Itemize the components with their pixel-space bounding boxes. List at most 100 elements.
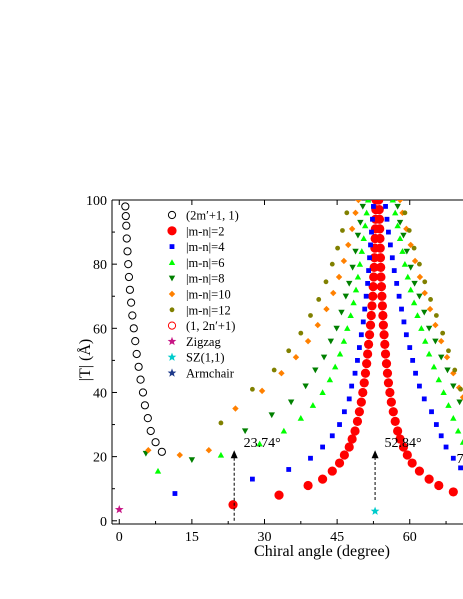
axes: 0 15 30 45 60 0 20 40 60 80 100 — [86, 194, 447, 545]
data-point — [440, 389, 447, 396]
data-point — [383, 204, 388, 209]
data-point — [394, 203, 401, 210]
data-point — [416, 293, 423, 300]
series-2 — [172, 204, 463, 496]
data-point — [355, 200, 362, 204]
data-point — [411, 245, 417, 251]
plot-frame — [111, 199, 463, 525]
x-tick-label: 15 — [185, 530, 199, 545]
data-point — [389, 200, 396, 203]
data-point — [323, 305, 330, 313]
data-point — [445, 402, 452, 408]
data-point — [280, 427, 288, 434]
data-point — [400, 232, 407, 239]
data-point — [347, 312, 354, 319]
data-point — [369, 229, 374, 235]
data-point — [362, 306, 368, 312]
legend-label: SZ(1,1) — [186, 351, 225, 365]
data-point — [303, 480, 313, 491]
data-point — [458, 465, 463, 471]
data-point — [385, 387, 395, 398]
data-point — [369, 272, 379, 282]
data-point — [377, 301, 387, 311]
data-point — [432, 321, 439, 329]
data-point — [309, 402, 317, 408]
legend-marker — [167, 210, 177, 220]
y-tick-label: 0 — [100, 515, 107, 530]
data-point — [407, 345, 413, 350]
data-point — [399, 306, 404, 312]
series-0 — [121, 202, 166, 456]
data-point — [352, 248, 359, 255]
data-point — [379, 330, 389, 340]
data-point — [127, 298, 136, 307]
data-point — [391, 268, 397, 273]
y-axis-title: |T| (Å) — [76, 339, 94, 381]
data-point — [131, 337, 140, 346]
data-point — [394, 281, 400, 286]
data-point — [396, 293, 402, 299]
data-point — [432, 338, 439, 345]
y-tick-label: 60 — [93, 322, 107, 337]
data-point — [320, 354, 328, 361]
data-point — [388, 407, 398, 417]
data-point — [341, 409, 347, 415]
series-1 — [228, 200, 458, 510]
data-point — [366, 310, 376, 321]
data-point — [380, 339, 390, 349]
legend-marker — [168, 259, 176, 265]
data-point — [360, 319, 366, 325]
data-point — [421, 309, 428, 316]
data-point — [365, 281, 371, 286]
series-3 — [154, 200, 463, 474]
data-point — [327, 338, 335, 345]
data-point — [363, 339, 374, 349]
data-point — [459, 438, 463, 445]
data-point — [365, 320, 376, 330]
legend-label: |m-n|=12 — [186, 303, 231, 317]
data-point — [188, 457, 196, 464]
data-point — [390, 416, 400, 426]
data-point — [114, 504, 124, 514]
data-point — [417, 261, 422, 267]
data-point — [389, 255, 395, 261]
legend-label: Armchair — [186, 367, 235, 381]
data-point — [422, 279, 428, 285]
data-point — [374, 205, 384, 215]
data-point — [367, 255, 372, 261]
data-point — [448, 487, 458, 497]
data-point — [421, 289, 428, 297]
data-point — [320, 444, 325, 450]
data-point — [366, 268, 371, 273]
data-point — [329, 261, 335, 267]
data-point — [424, 474, 434, 484]
data-point — [422, 337, 429, 344]
y-tick-label: 80 — [93, 258, 107, 273]
data-point — [136, 375, 145, 384]
data-point — [425, 350, 433, 357]
data-point — [384, 216, 390, 222]
data-point — [302, 383, 309, 390]
y-tick-label: 20 — [93, 451, 107, 466]
data-point — [258, 387, 266, 395]
data-point — [416, 273, 424, 281]
data-point — [250, 476, 255, 482]
data-point — [401, 260, 409, 267]
series-4 — [142, 203, 463, 464]
data-point — [456, 399, 463, 406]
data-point — [425, 325, 433, 332]
data-point — [359, 378, 369, 388]
data-point — [363, 293, 369, 299]
data-point — [458, 386, 463, 392]
data-point — [250, 386, 255, 392]
data-point — [454, 427, 462, 434]
y-tick-label: 40 — [93, 386, 107, 401]
data-point — [314, 321, 321, 329]
data-point — [336, 350, 344, 357]
annotation-label: 7 — [457, 452, 463, 467]
data-point — [128, 311, 137, 320]
data-point — [124, 260, 133, 269]
data-point — [380, 349, 391, 359]
data-point — [444, 367, 451, 374]
